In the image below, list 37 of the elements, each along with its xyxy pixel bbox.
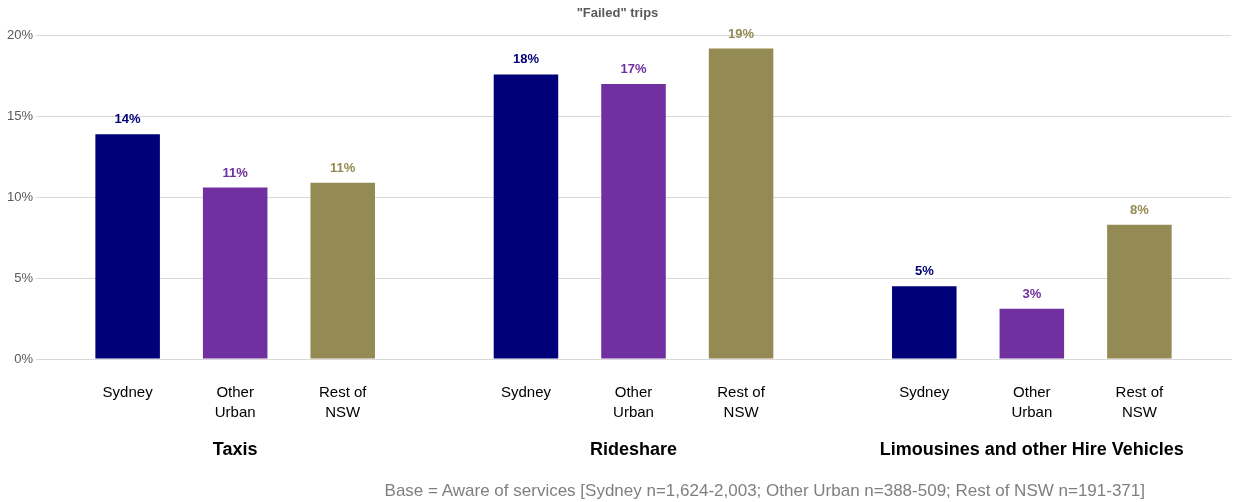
bar — [493, 74, 559, 359]
y-tick-label: 15% — [6, 108, 34, 124]
bar — [892, 286, 957, 359]
bar — [601, 84, 666, 359]
data-label: 11% — [222, 164, 249, 180]
text: Base = Aware of services [Sydney n=1,624-2,003; Other Urban n=388-509; Rest of NSW n=191-371] — [384, 480, 1145, 500]
data-label: 19% — [728, 25, 755, 41]
x-tick-label: Taxis — [212, 438, 258, 459]
data-label: 18% — [512, 51, 540, 67]
series-label: Rest of NSW — [318, 383, 368, 421]
data-label: 11% — [330, 159, 356, 175]
text: Other Urban — [1011, 383, 1053, 421]
bar — [999, 308, 1065, 359]
data-label: 14% — [114, 111, 142, 127]
data-label: 8% — [1129, 201, 1150, 217]
data-label: 5% — [914, 263, 935, 279]
text: Sydney — [899, 383, 950, 401]
x-tick-label: Rideshare — [589, 438, 678, 459]
text: Rest of NSW — [717, 383, 765, 421]
series-label: Other Urban — [214, 383, 256, 421]
bar — [202, 187, 268, 359]
data-label: 3% — [1022, 285, 1042, 301]
series-label: Sydney — [102, 383, 154, 401]
data-label: 17% — [620, 61, 647, 77]
y-tick-label: 20% — [6, 27, 34, 43]
y-tick-label: 10% — [6, 188, 34, 204]
bar — [95, 134, 160, 359]
text: Rest of NSW — [1115, 383, 1164, 421]
text: Sydney — [500, 383, 551, 401]
y-tick-label: 0% — [14, 350, 34, 366]
bar — [708, 48, 774, 359]
bar — [310, 182, 375, 359]
bar — [1107, 224, 1172, 359]
x-tick-label: Limousines and other Hire Vehicles — [879, 438, 1184, 459]
y-tick-label: 5% — [14, 269, 34, 285]
text: Other Urban — [613, 383, 654, 421]
chart-title: "Failed" trips — [576, 5, 659, 21]
